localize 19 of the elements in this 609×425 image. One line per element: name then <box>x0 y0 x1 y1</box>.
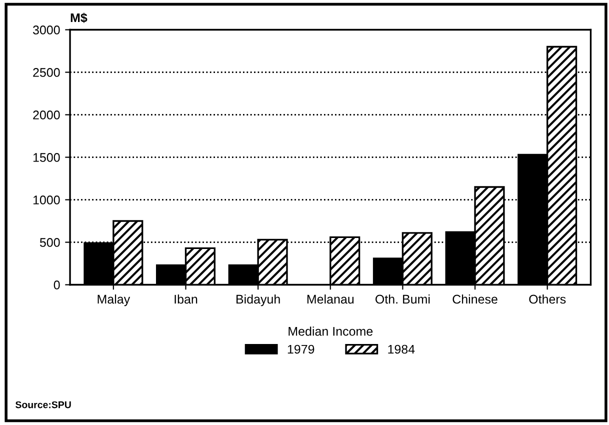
y-tick-label: 500 <box>40 238 60 247</box>
y-tick-label: 2500 <box>33 68 60 77</box>
y-tick-label: 3000 <box>32 26 60 34</box>
y-tick-label: 1500 <box>33 153 60 162</box>
x-tick-label: Iban <box>174 294 198 304</box>
legend-title: Median Income <box>288 326 373 336</box>
y-tick-label: 0 <box>54 280 60 290</box>
legend-label: 1979 <box>288 344 314 354</box>
y-tick-label: 2000 <box>33 110 60 120</box>
y-tick-label: 1000 <box>33 196 60 204</box>
x-tick-label: Bidayuh <box>236 294 280 306</box>
x-tick-label: Oth. Bumi <box>376 294 430 304</box>
legend-label: 1984 <box>388 344 415 354</box>
x-tick-label: Chinese <box>452 294 498 304</box>
source-note: Source:SPU <box>16 401 71 408</box>
x-tick-label: Others <box>529 294 566 304</box>
y-axis-title: M$ <box>70 12 88 23</box>
x-tick-label: Melanau <box>307 294 354 304</box>
x-tick-label: Malay <box>98 294 130 306</box>
